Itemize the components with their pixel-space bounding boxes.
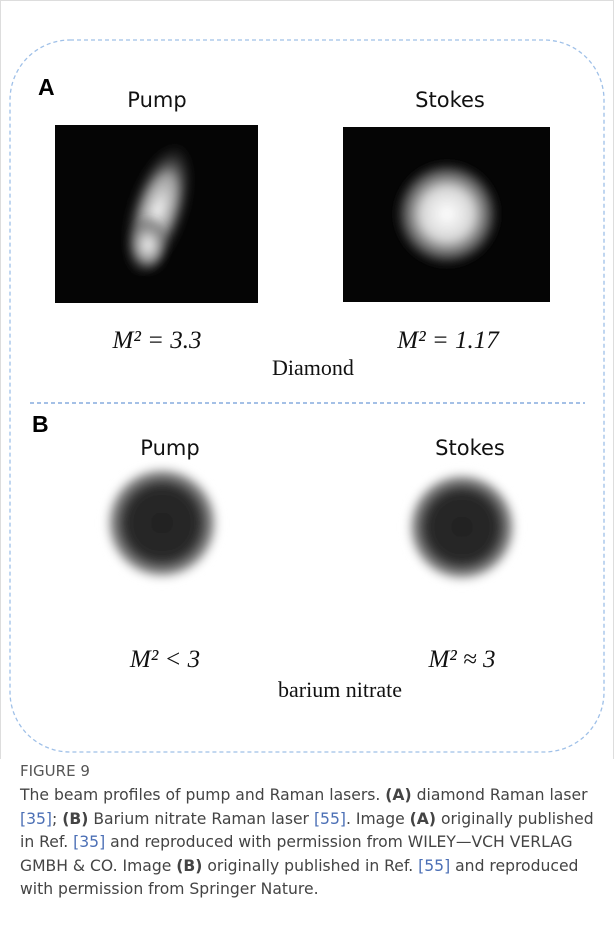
material-label: barium nitrate [278, 677, 402, 702]
m2-label: M² < 3 [129, 646, 200, 673]
caption-segment: (A) [385, 786, 411, 804]
caption-segment: (A) [410, 810, 436, 828]
caption-segment: (B) [176, 857, 202, 875]
beam-image [404, 469, 520, 585]
caption-segment: ; [52, 810, 62, 828]
caption-segment: The beam profiles of pump and Raman lase… [20, 786, 385, 804]
caption-segment: Barium nitrate Raman laser [88, 810, 314, 828]
caption-segment: diamond Raman laser [412, 786, 588, 804]
beam-image [102, 463, 222, 583]
caption: FIGURE 9 The beam profiles of pump and R… [20, 762, 605, 902]
beam-image [55, 125, 258, 303]
figure: A Pump Stokes M² = 3.3 M² = 1.17 Diamond… [0, 0, 614, 760]
reference-link[interactable]: [55] [418, 857, 450, 875]
caption-text: The beam profiles of pump and Raman lase… [20, 784, 605, 902]
panel-label: B [32, 411, 49, 437]
m2-label: M² = 1.17 [396, 327, 500, 354]
reference-link[interactable]: [35] [73, 833, 105, 851]
image-title: Stokes [415, 88, 485, 112]
beam-image [343, 127, 550, 302]
caption-label: FIGURE 9 [20, 762, 605, 780]
reference-link[interactable]: [55] [314, 810, 346, 828]
m2-label: M² ≈ 3 [427, 646, 495, 673]
panel-label: A [38, 74, 55, 100]
image-title: Pump [127, 88, 186, 112]
page: A Pump Stokes M² = 3.3 M² = 1.17 Diamond… [0, 0, 614, 950]
image-title: Pump [140, 436, 199, 460]
material-label: Diamond [272, 355, 354, 380]
caption-segment: . Image [346, 810, 410, 828]
reference-link[interactable]: [35] [20, 810, 52, 828]
m2-label: M² = 3.3 [112, 327, 202, 354]
image-title: Stokes [435, 436, 505, 460]
caption-segment: (B) [62, 810, 88, 828]
caption-segment: originally published in Ref. [202, 857, 418, 875]
